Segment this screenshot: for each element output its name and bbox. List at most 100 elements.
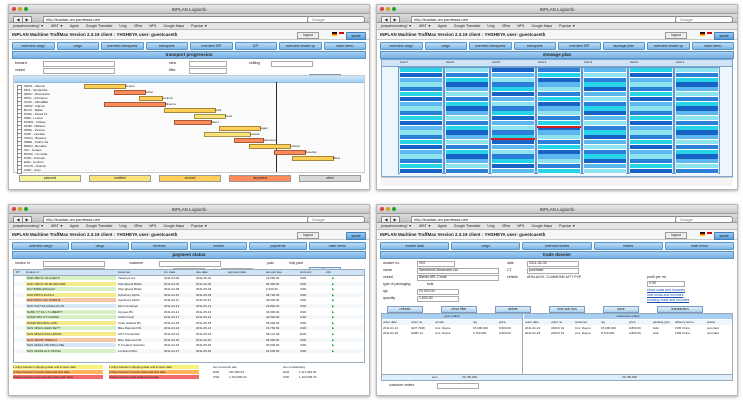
cargo-block[interactable] [446, 111, 488, 117]
cargo-block[interactable] [676, 159, 718, 165]
forward-icon[interactable]: ▶ [22, 215, 32, 223]
cargo-block[interactable] [630, 154, 672, 160]
hold-column[interactable] [444, 67, 490, 175]
cargo-block[interactable] [446, 135, 488, 141]
cargo-block[interactable] [676, 101, 718, 107]
cargo-block[interactable] [400, 116, 442, 122]
cargo-block[interactable] [538, 159, 580, 165]
cargo-block[interactable] [400, 106, 442, 112]
flag-de-icon[interactable] [331, 32, 337, 36]
table-row[interactable]: NAS 3452/4-NAS-URDOL CNT Amsterdam 2011-04… [14, 332, 364, 336]
cargo-block[interactable] [630, 130, 672, 136]
bookmark-item[interactable]: Apple [437, 224, 447, 228]
cargo-block[interactable] [446, 87, 488, 93]
cargo-block[interactable] [400, 101, 442, 107]
cargo-block[interactable] [446, 140, 488, 146]
cargo-block[interactable] [584, 116, 626, 122]
cargo-block[interactable] [492, 68, 534, 74]
cargo-block[interactable] [492, 116, 534, 122]
table-row[interactable]: 2011-01-13 AMCO 44 Coz. Dayne 15,000.000 9,8… [524, 326, 732, 330]
table-row[interactable]: 2011-01-13 GR7 7008 Coz. Dayne 15,000.000 9,… [382, 326, 522, 330]
gantt-bar[interactable] [249, 144, 291, 149]
cargo-block[interactable] [400, 135, 442, 141]
column-header[interactable]: invoice nr [26, 270, 39, 274]
tab-main-menu[interactable]: main menu [308, 242, 366, 250]
cargo-block[interactable] [676, 116, 718, 122]
cargo-block[interactable] [446, 149, 488, 155]
cargo-block[interactable] [492, 72, 534, 79]
cargo-block[interactable] [492, 101, 534, 107]
cargo-block[interactable] [538, 120, 580, 127]
tab-stowage-plan[interactable]: stowage plan [602, 42, 645, 50]
cargo-block[interactable] [676, 120, 718, 127]
bookmark-item[interactable]: Google Translate [453, 24, 481, 28]
gantt-bar[interactable] [104, 102, 166, 107]
logout-button[interactable]: logout [665, 232, 687, 239]
date-field[interactable] [527, 261, 579, 267]
cargo-block[interactable] [492, 82, 534, 88]
tab-master-data[interactable]: master data [380, 242, 450, 250]
cargo-block[interactable] [446, 130, 488, 136]
cargo-block[interactable] [492, 125, 534, 131]
column-header[interactable]: qty [601, 320, 606, 324]
cargo-block[interactable] [584, 144, 626, 151]
bookmark-item[interactable]: NPS [149, 24, 157, 28]
play-icon[interactable]: ▶ [332, 292, 335, 297]
play-icon[interactable]: ▶ [332, 287, 335, 292]
cargo-block[interactable] [446, 116, 488, 122]
cargo-block[interactable] [676, 96, 718, 103]
cargo-block[interactable] [492, 120, 534, 127]
gantt-vessel-label[interactable]: BLOC - Bellac [24, 108, 44, 112]
cargo-block[interactable] [446, 120, 488, 127]
cargo-block[interactable] [538, 101, 580, 107]
play-icon[interactable]: ▶ [332, 298, 335, 303]
gantt-vessel-label[interactable]: NIBA - Leonie [24, 116, 43, 120]
column-header[interactable]: status [707, 320, 716, 324]
minimize-icon[interactable] [386, 7, 390, 11]
tab-overview-vessel-sp[interactable]: overview vessel sp [279, 42, 322, 50]
cargo-block[interactable] [584, 125, 626, 131]
cargo-block[interactable] [400, 159, 442, 165]
cargo-block[interactable] [538, 144, 580, 151]
ct-field[interactable] [527, 268, 579, 274]
cargo-block[interactable] [538, 111, 580, 117]
tab-payments[interactable]: payments [249, 242, 307, 250]
tab-services[interactable]: services [130, 242, 188, 250]
gantt-vessel-label[interactable]: NPBA - Vicenta [24, 128, 45, 132]
view-select[interactable] [189, 61, 227, 67]
cargo-block[interactable] [538, 87, 580, 93]
cargo-block[interactable] [630, 140, 672, 146]
cargo-block[interactable] [538, 135, 580, 141]
gantt-bar[interactable] [139, 96, 163, 101]
hold-column[interactable] [674, 67, 720, 175]
column-header[interactable]: order no. [411, 320, 424, 324]
column-header[interactable]: order no. [551, 320, 564, 324]
tab-overview-cargo[interactable]: overview cargo [12, 242, 70, 250]
column-header[interactable]: currency [300, 270, 312, 274]
zoom-icon[interactable] [392, 207, 396, 211]
hold-column[interactable] [398, 67, 444, 175]
cargo-block[interactable] [492, 130, 534, 136]
gantt-vessel-label[interactable]: CNIP - Lavrada [24, 132, 45, 136]
column-header[interactable]: customer [575, 320, 588, 324]
address-bar[interactable]: http://tradiari-rev.pantheas.net/ [411, 215, 677, 223]
table-row[interactable]: NAS 3493/1-TRI-PRO-LINE P. Frederic Sanch… [14, 343, 364, 348]
cargo-block[interactable] [538, 106, 580, 112]
cargo-block[interactable] [400, 87, 442, 93]
cargo-block[interactable] [446, 168, 488, 175]
tab-trades[interactable]: trades [593, 242, 663, 250]
cargo-block[interactable] [446, 68, 488, 74]
cargo-block[interactable] [584, 82, 626, 88]
cargo-block[interactable] [538, 164, 580, 170]
flag-icon[interactable] [339, 32, 344, 36]
cargo-block[interactable] [400, 68, 442, 74]
column-header[interactable]: payment date [228, 270, 247, 274]
cargo-block[interactable] [584, 77, 626, 83]
cargo-block[interactable] [446, 72, 488, 79]
gantt-vessel-label[interactable]: DCBW - Colleen [24, 120, 47, 124]
cargo-block[interactable] [492, 140, 534, 146]
cargo-block[interactable] [538, 68, 580, 74]
play-icon[interactable]: ▶ [332, 337, 335, 342]
cargo-block[interactable] [446, 106, 488, 112]
bookmark-item[interactable]: jumpshow/oshrg/ ▼ [13, 224, 44, 228]
